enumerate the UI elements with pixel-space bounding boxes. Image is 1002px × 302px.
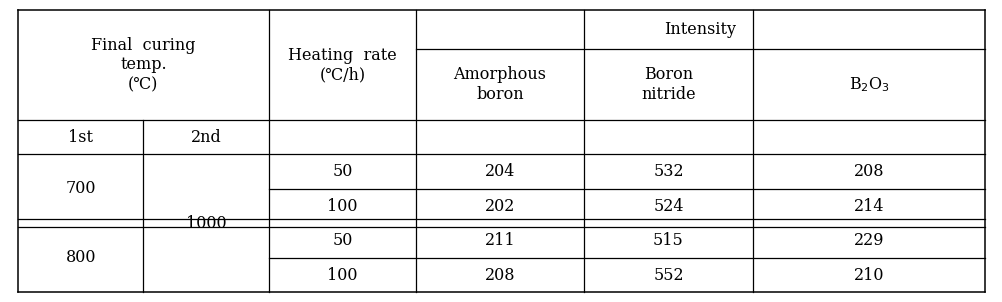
Text: 214: 214 <box>853 198 884 215</box>
Text: Heating  rate
(℃/h): Heating rate (℃/h) <box>288 47 397 83</box>
Text: 700: 700 <box>65 180 96 198</box>
Text: Final  curing
temp.
(℃): Final curing temp. (℃) <box>91 37 195 93</box>
Text: Amorphous
boron: Amorphous boron <box>453 66 546 103</box>
Text: 100: 100 <box>327 267 358 284</box>
Text: B$_2$O$_3$: B$_2$O$_3$ <box>848 75 889 94</box>
Text: 552: 552 <box>652 267 683 284</box>
Text: 208: 208 <box>853 163 884 180</box>
Text: 515: 515 <box>652 232 683 249</box>
Text: 2nd: 2nd <box>190 129 221 146</box>
Text: 208: 208 <box>484 267 515 284</box>
Text: Intensity: Intensity <box>664 21 735 38</box>
Text: 524: 524 <box>652 198 683 215</box>
Text: Boron
nitride: Boron nitride <box>640 66 695 103</box>
Text: 50: 50 <box>332 232 353 249</box>
Text: 800: 800 <box>65 249 96 266</box>
Text: 100: 100 <box>327 198 358 215</box>
Text: 211: 211 <box>484 232 515 249</box>
Text: 202: 202 <box>484 198 515 215</box>
Text: 204: 204 <box>484 163 515 180</box>
Text: 50: 50 <box>332 163 353 180</box>
Text: 532: 532 <box>652 163 683 180</box>
Text: 210: 210 <box>853 267 884 284</box>
Text: 1000: 1000 <box>185 215 226 232</box>
Text: 229: 229 <box>853 232 884 249</box>
Text: 1st: 1st <box>68 129 93 146</box>
